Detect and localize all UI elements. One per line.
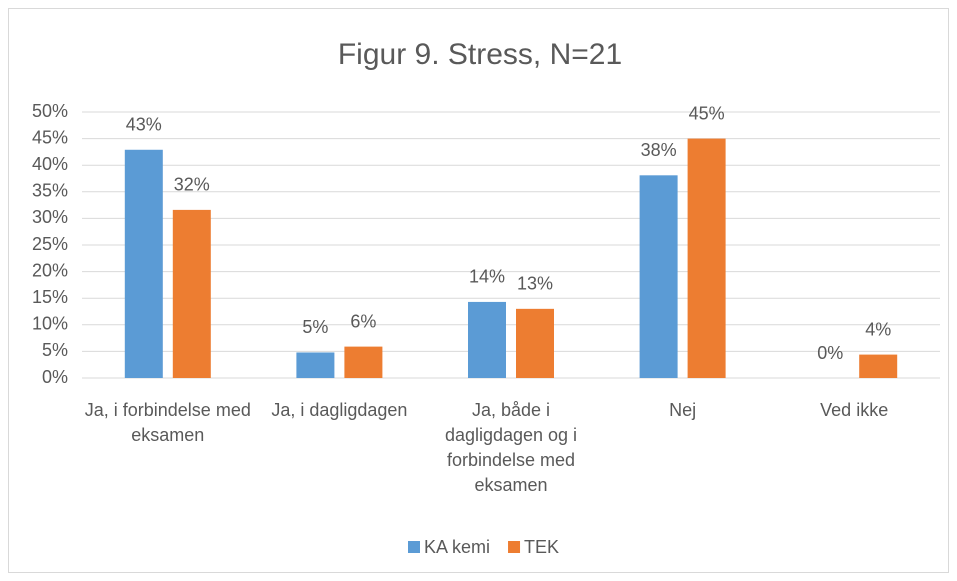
legend-label: TEK [524,537,559,557]
x-tick-label: Ved ikke [820,400,889,420]
bar [468,301,506,378]
y-tick-label: 30% [32,207,68,227]
y-tick-label: 10% [32,314,68,334]
data-label: 0% [817,343,843,363]
data-label: 32% [174,175,210,195]
y-tick-label: 25% [32,234,68,254]
y-tick-label: 50% [32,101,68,121]
x-tick-label: Ja, både i dagligdagen og i forbindelse … [444,400,578,495]
bar [687,138,726,378]
bar [344,346,383,378]
legend-swatch [508,541,521,553]
data-label: 5% [302,317,328,337]
bar [172,209,211,378]
data-label: 4% [865,319,891,339]
y-tick-label: 45% [32,127,68,147]
bar [639,175,678,378]
data-label: 45% [689,103,725,123]
data-label: 6% [350,311,376,331]
x-tick-label: Ja, i dagligdagen [271,400,408,420]
x-tick-label: Ja, i forbindelse med eksamen [84,400,251,445]
data-label: 43% [126,115,162,135]
y-tick-label: 5% [42,340,68,360]
data-label: 14% [469,267,505,287]
bar [124,149,163,378]
y-tick-label: 15% [32,287,68,307]
bar [859,354,898,378]
chart-border [8,8,949,573]
y-tick-label: 20% [32,260,68,280]
y-tick-label: 40% [32,154,68,174]
legend-label: KA kemi [424,537,490,557]
data-label: 13% [517,274,553,294]
bar [516,308,554,378]
y-tick-label: 35% [32,181,68,201]
legend-swatch [408,541,420,553]
x-tick-label: Nej [669,400,697,420]
bar [296,352,335,378]
chart-title: Figur 9. Stress, N=21 [338,38,622,71]
y-tick-label: 0% [42,367,68,387]
data-label: 38% [641,140,677,160]
